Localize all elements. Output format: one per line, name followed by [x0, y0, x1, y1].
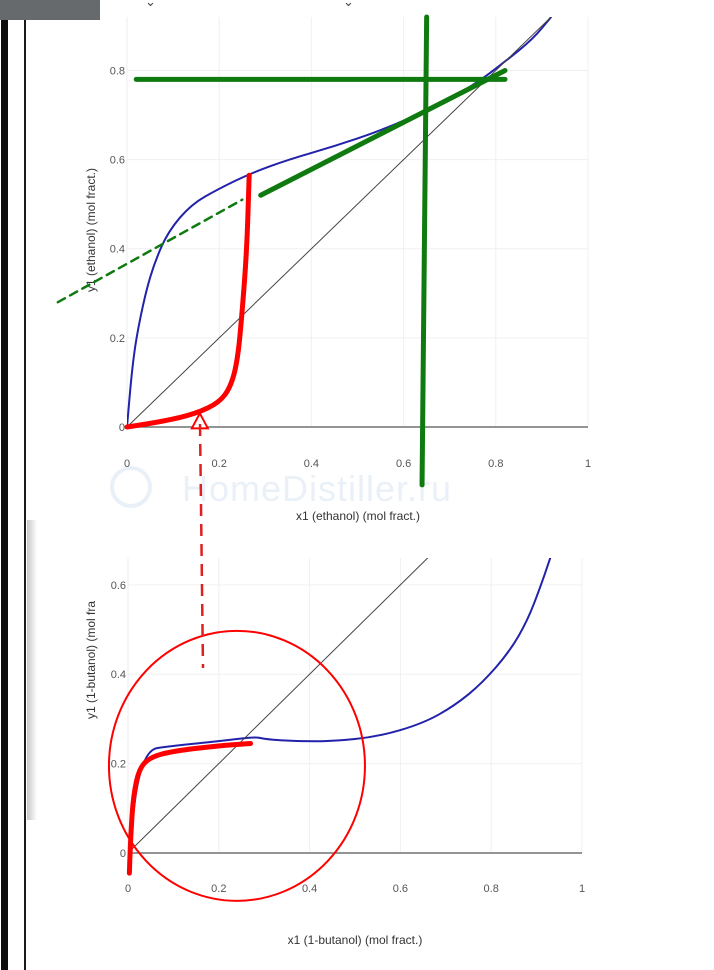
y-tick-label: 0.2	[110, 333, 125, 345]
annotation-line	[56, 198, 244, 304]
page-shadow	[27, 520, 37, 820]
annotation-line	[126, 740, 254, 876]
chevron-down-icon[interactable]: ⌄	[343, 0, 354, 9]
watermark-logo-icon	[110, 466, 152, 508]
watermark-label: HomeDistiller.ru	[182, 468, 453, 509]
y-tick-label: 0.6	[110, 155, 125, 167]
x-tick-label: 0.8	[484, 883, 499, 895]
x-tick-label: 0.4	[302, 883, 317, 895]
annotation-connector-line	[198, 423, 205, 669]
x-tick-label: 0.6	[396, 458, 411, 470]
y-axis-title: y1 (ethanol) (mol fract.)	[84, 168, 98, 292]
chart-1: 0 0.2 0.4 0.6 0.8 1 0 0.2 0.4 0.6 0.8 x1 (ethanol) …	[56, 14, 591, 523]
diagonal-line	[128, 558, 429, 853]
y-tick-label: 0.2	[111, 759, 126, 771]
y-tick-label: 0.4	[110, 244, 125, 256]
vle-curve	[128, 558, 552, 853]
x-tick-label: 0	[124, 458, 130, 470]
annotation-line	[258, 67, 508, 198]
y-axis-title: y1 (1-butanol) (mol fra	[84, 601, 98, 719]
y-tick-label: 0.8	[110, 65, 125, 77]
x-tick-label: 0.6	[393, 883, 408, 895]
y-tick-label: 0	[119, 422, 125, 434]
chevron-down-icon[interactable]: ⌄	[145, 0, 156, 9]
x-tick-label: 0.2	[212, 458, 227, 470]
y-tick-label: 0.6	[111, 580, 126, 592]
x-tick-label: 0.4	[304, 458, 319, 470]
annotation-line	[124, 172, 252, 430]
annotation-line	[419, 14, 430, 488]
x-tick-label: 0.8	[488, 458, 503, 470]
x-tick-label: 0.2	[211, 883, 226, 895]
chart-2: 0 0.2 0.4 0.6 0.8 1 0 0.2 0.4 0.6 x1 (1-butanol) (…	[84, 558, 585, 947]
left-frame	[0, 0, 27, 970]
x-axis-title: x1 (1-butanol) (mol fract.)	[288, 933, 423, 947]
diagonal-line	[127, 17, 552, 427]
y-tick-label: 0	[120, 848, 126, 860]
x-axis-title: x1 (ethanol) (mol fract.)	[296, 509, 420, 523]
top-tab[interactable]	[0, 0, 100, 20]
annotation-circle	[107, 629, 366, 902]
left-frame-inner	[24, 0, 26, 970]
x-tick-label: 1	[585, 458, 591, 470]
left-frame-edge	[1, 0, 8, 970]
watermark-text: HomeDistiller.ru	[110, 468, 452, 510]
x-tick-label: 0	[125, 883, 131, 895]
y-tick-label: 0.4	[111, 669, 126, 681]
x-tick-label: 1	[579, 883, 585, 895]
